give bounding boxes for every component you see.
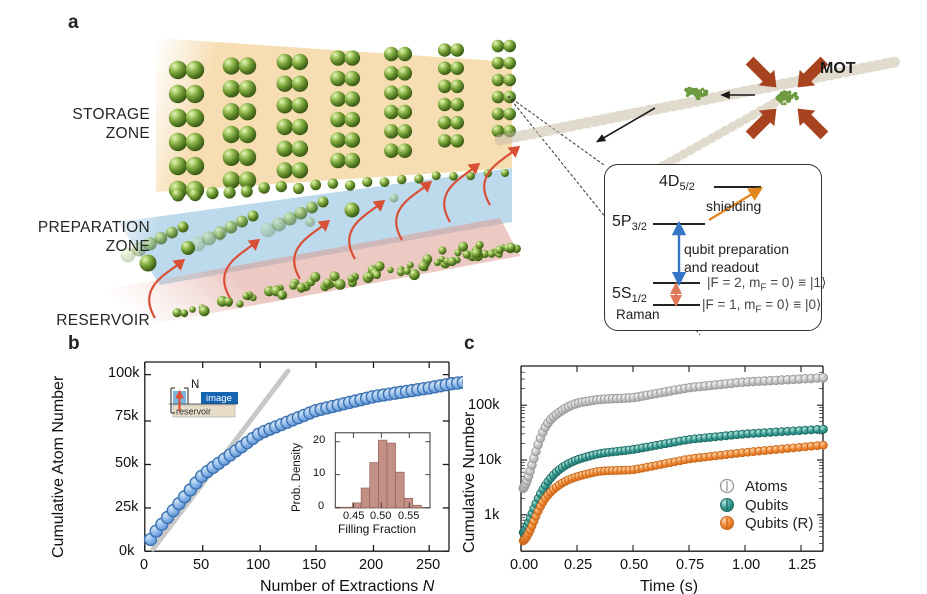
svg-text:Qubits (R): Qubits (R) — [745, 515, 813, 532]
svg-text:Qubits: Qubits — [745, 497, 788, 514]
svg-text:Atoms: Atoms — [745, 478, 788, 495]
